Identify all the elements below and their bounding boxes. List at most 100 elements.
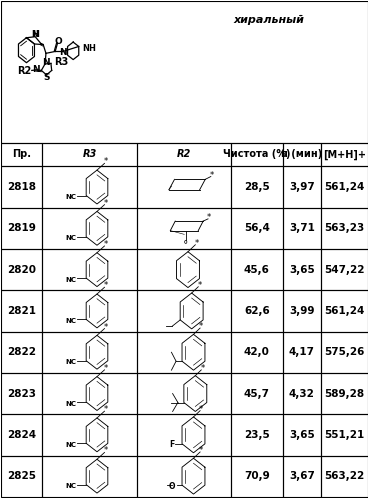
Text: NC: NC (66, 194, 77, 200)
Text: H: H (32, 30, 39, 39)
Text: NC: NC (66, 318, 77, 324)
Text: *: * (103, 157, 108, 166)
Text: 547,22: 547,22 (324, 264, 365, 274)
Text: *: * (200, 364, 205, 373)
Bar (42, 143, 137, 166)
Text: 2824: 2824 (7, 430, 36, 440)
Text: 45,6: 45,6 (244, 264, 270, 274)
Text: 3,71: 3,71 (289, 224, 315, 234)
Bar (1, 290, 42, 332)
Text: п (мин): п (мин) (281, 150, 323, 160)
Text: 561,24: 561,24 (324, 306, 365, 316)
Text: *: * (210, 171, 214, 180)
Bar (1, 414, 42, 456)
Text: 2819: 2819 (7, 224, 36, 234)
Text: F: F (169, 440, 174, 449)
Bar (1, 208, 42, 249)
Bar (283, 332, 321, 373)
Text: 563,22: 563,22 (325, 471, 365, 481)
Text: NC: NC (66, 359, 77, 365)
Bar (1, 373, 42, 414)
Text: 45,7: 45,7 (244, 389, 270, 399)
Text: 56,4: 56,4 (244, 224, 270, 234)
Text: хиральный: хиральный (234, 14, 304, 24)
Bar (137, 373, 231, 414)
Bar (42, 249, 137, 290)
Bar (231, 290, 283, 332)
Text: *: * (103, 281, 108, 290)
Text: 2820: 2820 (7, 264, 36, 274)
Text: 4,32: 4,32 (289, 389, 315, 399)
Text: *: * (103, 322, 108, 331)
Text: R3: R3 (54, 57, 68, 67)
Bar (137, 456, 231, 497)
Text: N: N (31, 30, 38, 39)
Text: 589,28: 589,28 (325, 389, 365, 399)
Bar (231, 208, 283, 249)
Text: *: * (199, 322, 203, 331)
Bar (137, 166, 231, 208)
Text: 4,17: 4,17 (289, 347, 315, 357)
Bar (321, 249, 368, 290)
Text: 3,97: 3,97 (289, 182, 315, 192)
Bar (321, 166, 368, 208)
Text: 3,65: 3,65 (289, 264, 315, 274)
Bar (1, 166, 42, 208)
Bar (283, 166, 321, 208)
Bar (137, 249, 231, 290)
Text: 563,23: 563,23 (325, 224, 365, 234)
Text: NC: NC (66, 276, 77, 282)
Bar (283, 414, 321, 456)
Bar (1, 332, 42, 373)
Text: Чистота (%): Чистота (%) (223, 150, 291, 160)
Bar (321, 414, 368, 456)
Text: NC: NC (66, 483, 77, 489)
Bar (283, 249, 321, 290)
Bar (321, 456, 368, 497)
Text: 70,9: 70,9 (244, 471, 270, 481)
Text: R3: R3 (83, 150, 97, 160)
Text: 42,0: 42,0 (244, 347, 270, 357)
Bar (42, 290, 137, 332)
Bar (321, 208, 368, 249)
Bar (321, 332, 368, 373)
Text: 2818: 2818 (7, 182, 36, 192)
Text: N: N (32, 64, 39, 73)
Text: *: * (103, 199, 108, 208)
Text: 3,67: 3,67 (289, 471, 315, 481)
Text: N: N (59, 48, 67, 57)
Text: 3,65: 3,65 (289, 430, 315, 440)
Bar (137, 290, 231, 332)
Bar (42, 456, 137, 497)
Bar (1, 0, 368, 143)
Text: NC: NC (66, 401, 77, 407)
Text: 2822: 2822 (7, 347, 36, 357)
Text: Пр.: Пр. (12, 150, 31, 160)
Text: 561,24: 561,24 (324, 182, 365, 192)
Text: [M+H]+: [M+H]+ (323, 149, 366, 160)
Text: 62,6: 62,6 (244, 306, 270, 316)
Bar (137, 414, 231, 456)
Text: 2823: 2823 (7, 389, 36, 399)
Text: R2: R2 (17, 66, 31, 76)
Bar (42, 414, 137, 456)
Bar (42, 373, 137, 414)
Text: O: O (54, 37, 62, 46)
Text: *: * (199, 446, 203, 455)
Bar (1, 249, 42, 290)
Bar (283, 208, 321, 249)
Text: 551,21: 551,21 (325, 430, 365, 440)
Text: N: N (43, 58, 50, 67)
Text: 2821: 2821 (7, 306, 36, 316)
Bar (1, 456, 42, 497)
Bar (231, 249, 283, 290)
Text: 3,99: 3,99 (289, 306, 315, 316)
Bar (321, 143, 368, 166)
Text: NH: NH (82, 44, 96, 53)
Text: 2825: 2825 (7, 471, 36, 481)
Bar (283, 143, 321, 166)
Bar (42, 208, 137, 249)
Bar (137, 143, 231, 166)
Text: *: * (103, 447, 108, 456)
Text: *: * (103, 364, 108, 373)
